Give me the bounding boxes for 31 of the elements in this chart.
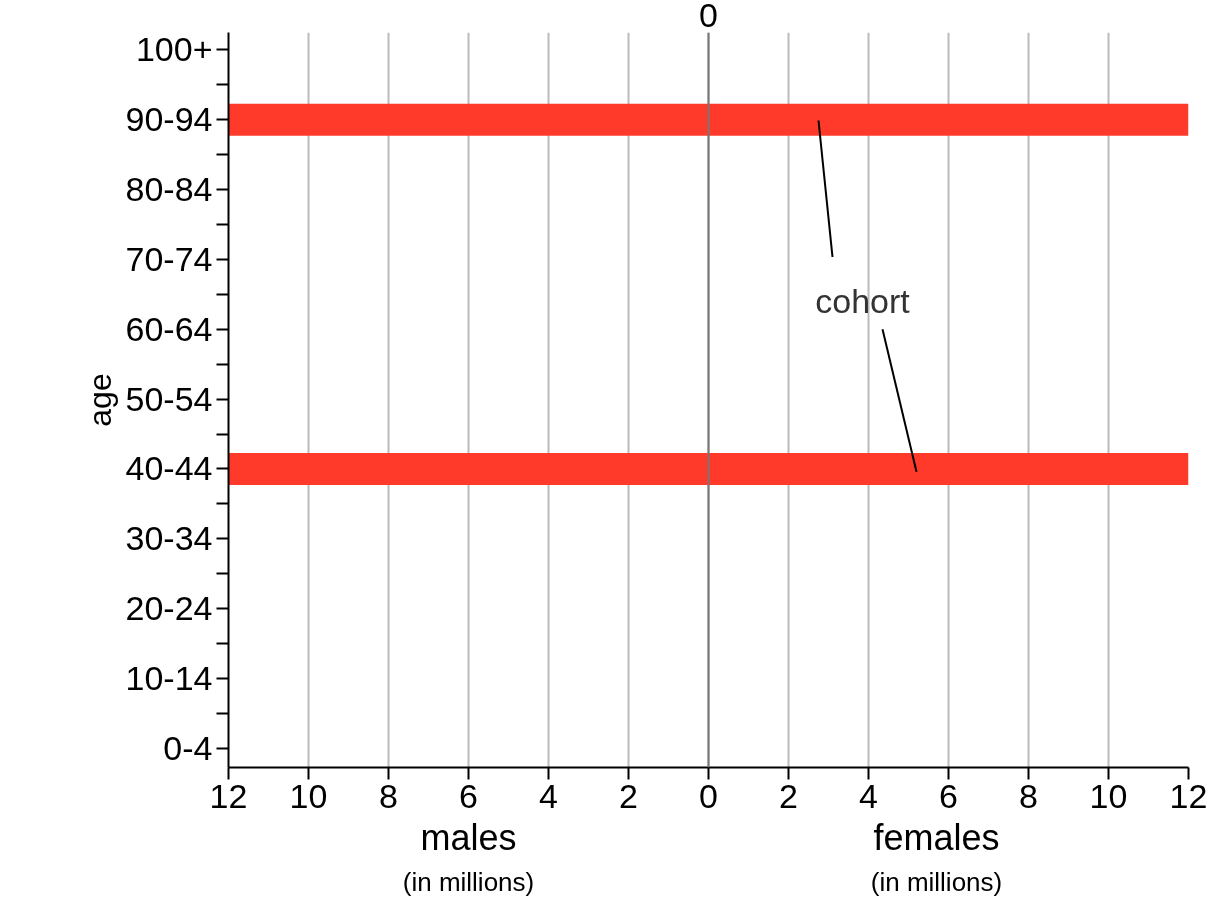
- x-tick-label: 8: [1019, 776, 1038, 815]
- x-tick-label: 12: [209, 776, 248, 815]
- text: (in millions): [870, 866, 1003, 897]
- x-tick-label: 2: [779, 776, 798, 815]
- text: females: [873, 816, 1000, 858]
- y-tick-label: 100+: [135, 30, 213, 69]
- y-tick-label: 10-14: [125, 658, 213, 697]
- x-tick-label: 12: [1169, 776, 1208, 815]
- y-tick-label: 0-4: [163, 728, 213, 767]
- y-axis-title: age: [81, 373, 118, 427]
- text: males: [420, 816, 517, 858]
- x-tick-label: 4: [539, 776, 558, 815]
- y-tick-label: 80-84: [125, 170, 213, 209]
- y-tick-label: 50-54: [125, 379, 213, 418]
- x-tick-label: 6: [459, 776, 478, 815]
- y-tick-label: 60-64: [125, 309, 213, 348]
- text: (in millions): [402, 866, 535, 897]
- x-tick-label: 10: [1089, 776, 1128, 815]
- x-tick-label: 0: [699, 776, 718, 815]
- x-tick-label: 4: [859, 776, 878, 815]
- y-tick-label: 20-24: [125, 589, 213, 628]
- x-tick-label: 2: [619, 776, 638, 815]
- x-tick-label: 8: [379, 776, 398, 815]
- y-tick-label: 70-74: [125, 239, 213, 278]
- y-tick-label: 40-44: [125, 449, 213, 488]
- y-tick-label: 30-34: [125, 519, 213, 558]
- ref-line-label: 0: [699, 0, 718, 34]
- y-tick-label: 90-94: [125, 100, 213, 139]
- x-tick-label: 6: [939, 776, 958, 815]
- annotation: cohort: [815, 282, 911, 321]
- x-tick-label: 10: [289, 776, 328, 815]
